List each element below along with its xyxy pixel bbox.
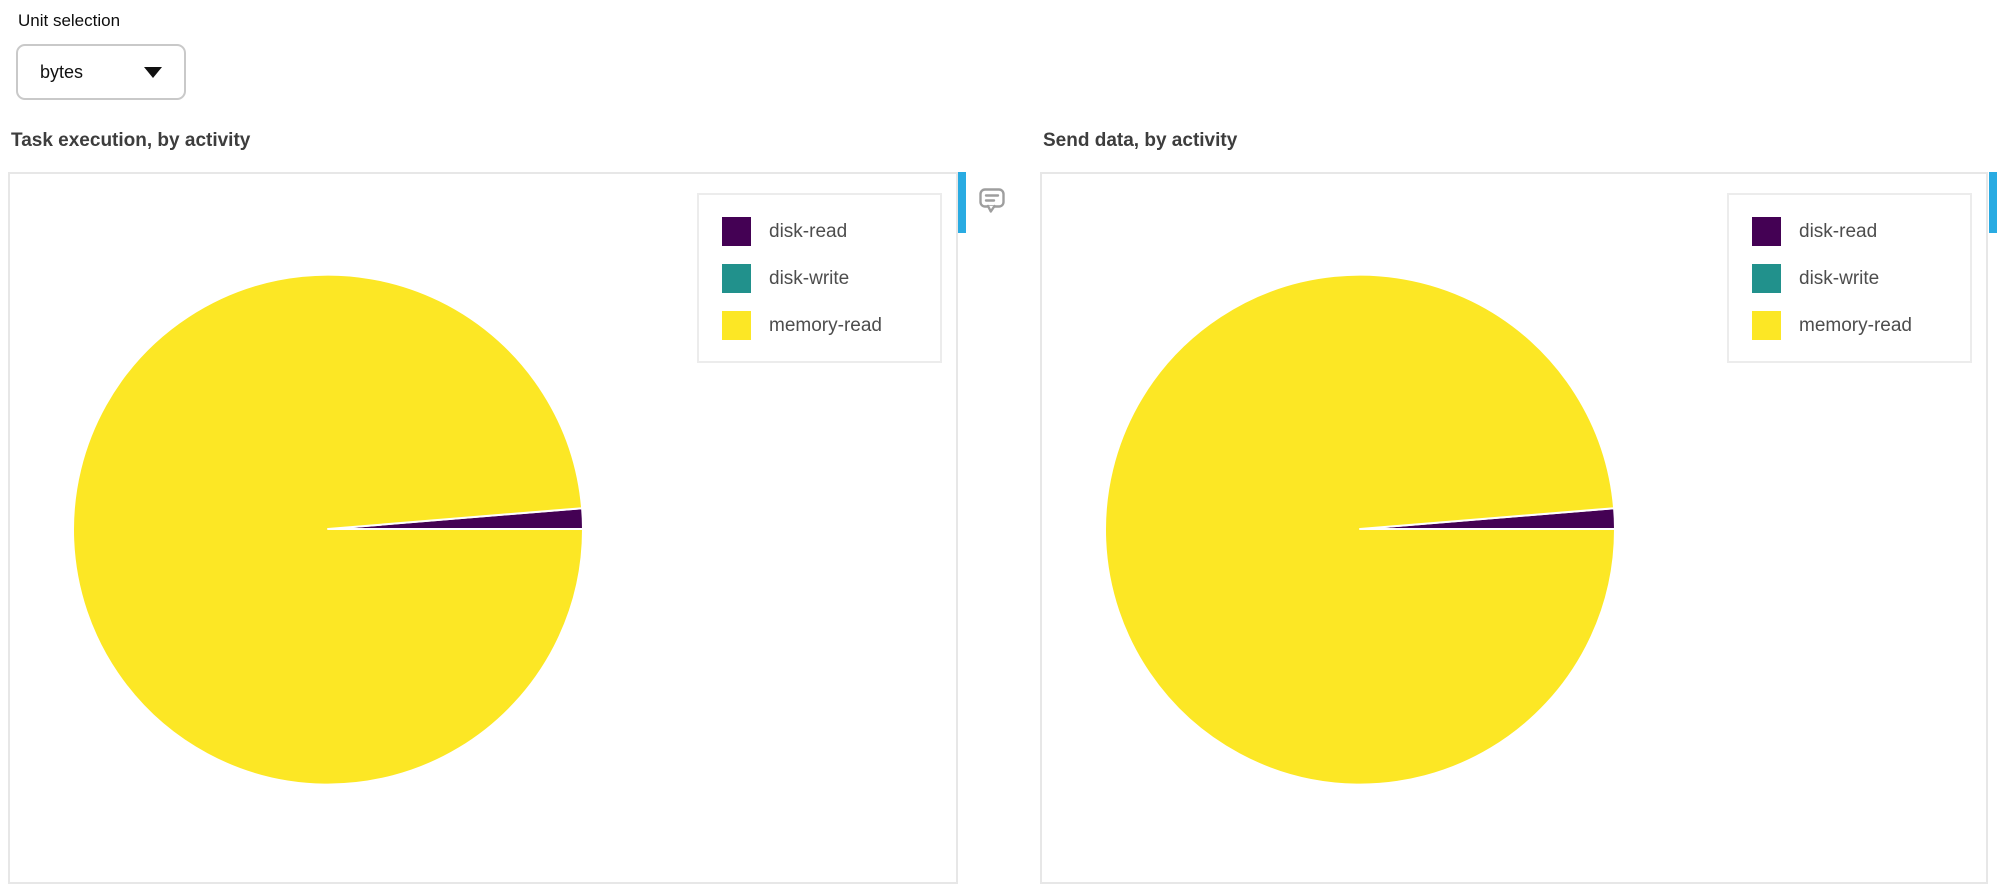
legend-item: disk-write bbox=[1752, 264, 1970, 293]
legend: disk-read disk-write memory-read bbox=[697, 193, 942, 363]
chart-title: Task execution, by activity bbox=[11, 130, 251, 151]
legend-item: memory-read bbox=[1752, 311, 1970, 340]
legend-item: disk-read bbox=[722, 217, 940, 246]
chart-canvas: disk-read disk-write memory-read bbox=[1040, 172, 1988, 884]
legend-swatch-memory-read bbox=[1752, 311, 1781, 340]
unit-selection-label: Unit selection bbox=[18, 11, 121, 30]
cell-selection-indicator bbox=[1989, 172, 1997, 233]
chart-canvas: disk-read disk-write memory-read bbox=[8, 172, 958, 884]
unit-selection-value: bytes bbox=[40, 61, 84, 82]
legend-swatch-memory-read bbox=[722, 311, 751, 340]
legend-label: disk-write bbox=[1799, 267, 1880, 289]
legend-swatch-disk-write bbox=[1752, 264, 1781, 293]
pie-chart bbox=[72, 273, 584, 786]
legend-swatch-disk-write bbox=[722, 264, 751, 293]
legend-swatch-disk-read bbox=[722, 217, 751, 246]
legend-item: memory-read bbox=[722, 311, 940, 340]
chart-cell-task-execution: Task execution, by activity disk-read di… bbox=[8, 130, 1038, 890]
legend-swatch-disk-read bbox=[1752, 217, 1781, 246]
cell-selection-indicator bbox=[958, 172, 966, 233]
legend-label: memory-read bbox=[769, 314, 882, 336]
legend-label: disk-read bbox=[1799, 220, 1878, 242]
legend-item: disk-read bbox=[1752, 217, 1970, 246]
pie-chart bbox=[1104, 273, 1616, 786]
unit-selection-dropdown[interactable]: bytes bbox=[16, 44, 186, 100]
legend: disk-read disk-write memory-read bbox=[1727, 193, 1972, 363]
legend-label: disk-read bbox=[769, 220, 848, 242]
chart-title: Send data, by activity bbox=[1043, 130, 1238, 151]
comment-icon[interactable] bbox=[977, 185, 1007, 216]
legend-label: disk-write bbox=[769, 267, 850, 289]
chevron-down-icon bbox=[144, 66, 162, 78]
legend-item: disk-write bbox=[722, 264, 940, 293]
legend-label: memory-read bbox=[1799, 314, 1912, 336]
chart-cell-send-data: Send data, by activity disk-read disk-wr… bbox=[1040, 130, 1999, 890]
